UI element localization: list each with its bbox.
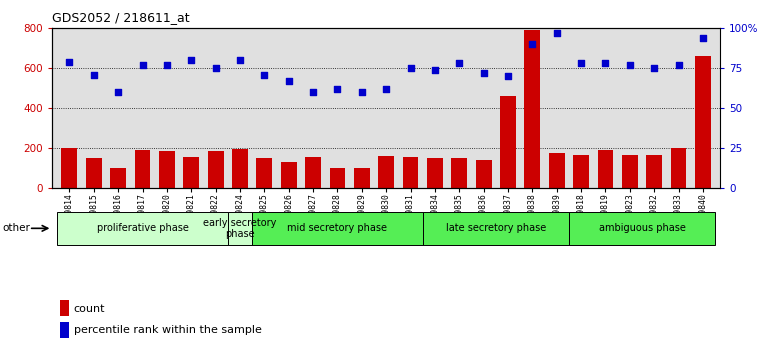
Point <box>551 30 563 36</box>
Bar <box>622 155 638 188</box>
Point <box>185 57 197 63</box>
FancyBboxPatch shape <box>252 212 423 245</box>
FancyBboxPatch shape <box>569 212 715 245</box>
Bar <box>330 168 345 188</box>
Point <box>307 89 320 95</box>
Text: ambiguous phase: ambiguous phase <box>598 223 685 233</box>
Point <box>672 62 685 68</box>
Bar <box>135 150 150 188</box>
Bar <box>378 156 394 188</box>
Bar <box>62 148 77 188</box>
Text: early secretory
phase: early secretory phase <box>203 217 276 239</box>
Bar <box>86 158 102 188</box>
Bar <box>427 158 443 188</box>
Point <box>526 41 538 47</box>
FancyBboxPatch shape <box>228 212 252 245</box>
Text: mid secretory phase: mid secretory phase <box>287 223 387 233</box>
Point <box>453 61 465 66</box>
Bar <box>573 155 589 188</box>
Point <box>283 78 295 84</box>
Bar <box>208 151 223 188</box>
Point <box>88 72 100 78</box>
Bar <box>549 153 564 188</box>
Bar <box>695 56 711 188</box>
Text: other: other <box>2 223 30 233</box>
Bar <box>232 149 248 188</box>
Bar <box>646 155 662 188</box>
Point <box>63 59 75 65</box>
Bar <box>183 157 199 188</box>
Bar <box>60 300 69 316</box>
Point <box>477 70 490 76</box>
Point <box>380 86 393 92</box>
Bar <box>110 168 126 188</box>
Point <box>331 86 343 92</box>
Point <box>112 89 124 95</box>
Point <box>648 65 661 71</box>
FancyBboxPatch shape <box>57 212 228 245</box>
Point <box>624 62 636 68</box>
Bar <box>451 158 467 188</box>
Bar <box>256 158 273 188</box>
Point <box>697 35 709 41</box>
Bar <box>476 160 491 188</box>
Bar <box>60 322 69 338</box>
Point <box>136 62 149 68</box>
FancyBboxPatch shape <box>423 212 569 245</box>
Point <box>356 89 368 95</box>
Point <box>209 65 222 71</box>
Bar <box>281 162 296 188</box>
Bar <box>354 168 370 188</box>
Point <box>161 62 173 68</box>
Bar <box>524 30 541 188</box>
Point <box>234 57 246 63</box>
Point <box>404 65 417 71</box>
Bar <box>403 157 418 188</box>
Text: count: count <box>74 304 105 314</box>
Point <box>599 61 611 66</box>
Text: proliferative phase: proliferative phase <box>96 223 189 233</box>
Point <box>429 67 441 73</box>
Point <box>575 61 588 66</box>
Point <box>258 72 270 78</box>
Bar <box>671 148 686 188</box>
Point <box>502 73 514 79</box>
Bar <box>500 96 516 188</box>
Text: late secretory phase: late secretory phase <box>446 223 546 233</box>
Text: percentile rank within the sample: percentile rank within the sample <box>74 325 262 336</box>
Bar <box>305 157 321 188</box>
Bar <box>159 151 175 188</box>
Text: GDS2052 / 218611_at: GDS2052 / 218611_at <box>52 11 190 24</box>
Bar <box>598 150 614 188</box>
